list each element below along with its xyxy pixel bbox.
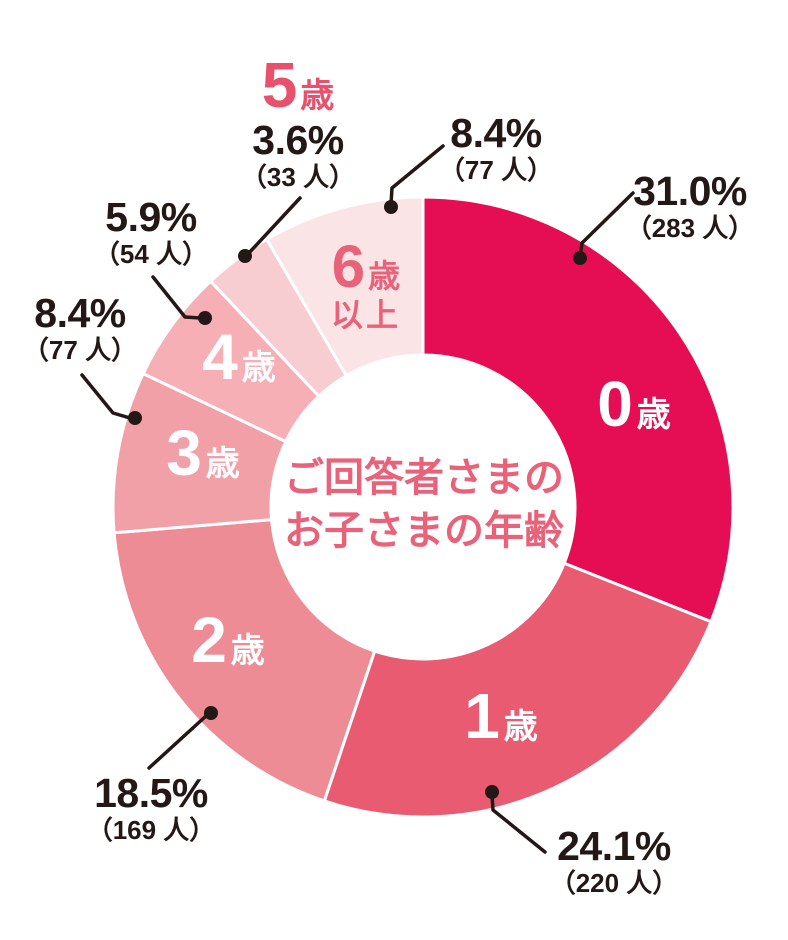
leader-line-age-1 [490, 793, 547, 854]
callout-age-5: 5 歳 3.6% （33 人） [240, 49, 356, 193]
leader-line-age-3 [80, 373, 132, 420]
leader-dot-age-4 [198, 311, 212, 325]
leader-line-age-4 [151, 275, 202, 320]
slice-label-digit: 1 [464, 680, 500, 752]
slice-label-digit: 0 [597, 368, 633, 440]
leader-dot-age-2 [204, 706, 218, 720]
slice-label-suffix: 歳 [230, 632, 265, 670]
slice-label-suffix: 歳 [636, 396, 671, 434]
leader-dot-age-0 [573, 251, 587, 265]
callout-age-0: 31.0% （283 人） [625, 168, 755, 244]
slice-label-age-2: 2 歳 [191, 608, 265, 672]
percent-label: 24.1% [557, 823, 671, 869]
count-label: （33 人） [240, 161, 356, 192]
count-label: （283 人） [625, 213, 755, 244]
leader-dot-age-5 [238, 249, 252, 263]
slice-age-1 [322, 561, 713, 819]
callout-age-6plus: 8.4% （77 人） [438, 110, 554, 186]
percent-label: 5.9% [105, 194, 197, 240]
percent-label: 3.6% [252, 116, 344, 163]
leader-line-age-2 [147, 714, 208, 770]
count-label: （77 人） [438, 155, 554, 186]
slice-label-digit: 2 [191, 604, 227, 676]
slice-label-digit: 6 [331, 233, 366, 301]
percent-label: 31.0% [633, 168, 747, 214]
percent-label: 18.5% [94, 770, 208, 816]
leader-dot-age-6plus [384, 200, 398, 214]
callout-age-1: 24.1% （220 人） [549, 823, 679, 899]
percent-label: 8.4% [34, 290, 126, 336]
percent-label: 8.4% [450, 110, 542, 156]
age-label-suffix: 歳 [300, 77, 335, 115]
slice-label-age-6plus-line-1: 6 歳 [331, 233, 401, 301]
chart-title-line-2: お子さまの年齢 [284, 509, 564, 553]
donut-slices [111, 195, 735, 819]
count-label: （77 人） [22, 335, 138, 366]
slice-label-age-1: 1 歳 [464, 684, 538, 748]
slice-label-digit: 4 [202, 321, 238, 393]
slice-label-age-6plus-line-2: 以上 [330, 297, 402, 334]
slice-label-age-6plus: 6 歳 以上 [330, 233, 402, 334]
callout-age-4: 5.9% （54 人） [93, 194, 209, 270]
slice-label-suffix: 歳 [205, 445, 240, 483]
callout-age-3: 8.4% （77 人） [22, 290, 138, 366]
chart-title: ご回答者さまの お子さまの年齢 [284, 452, 564, 558]
count-label: （54 人） [93, 239, 209, 270]
callout-age-5-heading: 5 歳 [241, 49, 355, 121]
slice-label-suffix: 歳 [503, 708, 538, 746]
age-label-digit: 5 [261, 49, 298, 121]
slice-label-age-0: 0 歳 [597, 372, 671, 436]
slice-label-digit: 3 [166, 417, 202, 489]
slice-label-age-3: 3 歳 [166, 421, 240, 485]
count-label: （220 人） [549, 868, 679, 899]
slice-age-2 [112, 518, 377, 803]
slice-label-suffix: 歳 [241, 349, 276, 387]
slice-age-6plus [265, 195, 425, 378]
leader-line-age-5 [246, 196, 302, 256]
chart-title-line-1: ご回答者さまの [284, 456, 564, 501]
count-label: （169 人） [86, 815, 216, 846]
slice-label-age-4: 4 歳 [202, 325, 276, 389]
callout-age-2: 18.5% （169 人） [86, 770, 216, 846]
slice-label-suffix: 歳 [368, 258, 401, 295]
leader-line-age-6plus [389, 144, 445, 206]
leader-dot-age-3 [128, 411, 142, 425]
leader-dot-age-1 [485, 785, 499, 799]
